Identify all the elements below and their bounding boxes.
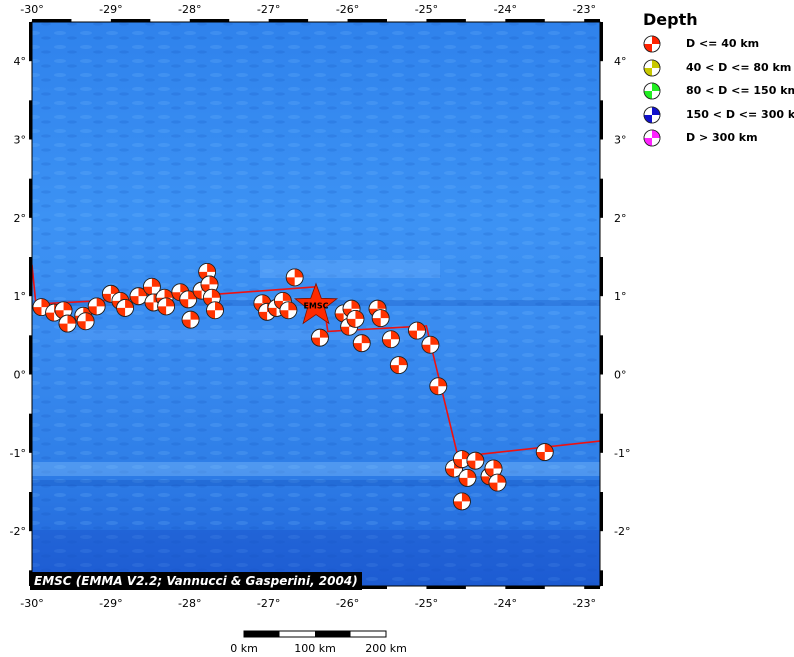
epicenter-label: EMSC [303,302,328,311]
lon-tick-label: -26° [336,3,359,16]
lat-tick-label: -1° [10,447,26,460]
earthquake-events-layer [32,262,554,511]
event-beachball[interactable] [179,290,198,309]
legend-item: D > 300 km [638,129,788,153]
lat-tick-label: -1° [614,447,630,460]
event-beachball[interactable] [488,473,507,492]
event-beachball[interactable] [76,312,95,331]
scale-label-0: 0 km [230,642,258,655]
lat-tick-label: 0° [14,369,27,382]
event-beachball[interactable] [116,299,134,317]
lat-tick-label: 1° [14,290,27,303]
event-beachball[interactable] [466,451,485,470]
event-beachball[interactable] [458,468,477,487]
credit-label: EMSC (EMMA V2.2; Vannucci & Gasperini, 2… [30,572,362,590]
legend-item: 150 < D <= 300 km [638,106,794,130]
lat-tick-label: 2° [14,212,27,225]
legend-beachball-icon [643,129,661,147]
lon-tick-label: -27° [257,597,280,610]
event-beachball[interactable] [206,301,224,320]
lon-tick-label: -27° [257,3,280,16]
scale-label-200: 200 km [365,642,407,655]
event-beachball[interactable] [408,321,426,340]
scale-bar-graphic [243,630,387,638]
lon-tick-label: -24° [494,3,517,16]
lat-tick-label: -2° [614,525,630,538]
event-beachball[interactable] [352,334,371,353]
event-beachball[interactable] [346,309,365,328]
event-beachball[interactable] [181,310,200,329]
legend-beachball-icon [643,35,661,53]
lon-tick-label: -29° [99,597,122,610]
event-beachball[interactable] [285,268,304,287]
event-beachball[interactable] [58,314,77,333]
lat-tick-label: 0° [614,369,627,382]
axis-ticks: -30° -30° -29° -29° -28° -28° -27° -27° -26° -26°… [10,3,631,610]
lat-tick-label: 1° [614,290,627,303]
scale-label-100: 100 km [294,642,336,655]
epicenter-star[interactable] [293,282,339,325]
legend-item: D <= 40 km [638,35,788,59]
legend-swatch[interactable] [643,59,661,76]
lon-tick-label: -29° [99,3,122,16]
event-beachball[interactable] [389,356,408,375]
legend-label: 150 < D <= 300 km [686,107,794,121]
lon-tick-label: -25° [415,3,438,16]
event-beachball[interactable] [87,297,106,316]
legend-item: 40 < D <= 80 km [638,59,792,83]
legend-label: 40 < D <= 80 km [686,60,792,74]
event-beachball[interactable] [54,301,73,320]
scale-bar: 0 km 100 km 200 km [226,630,407,655]
event-beachball[interactable] [453,492,471,511]
depth-legend: Depth D <= 40 km 40 < D <= 80 km 80 < D <=… [638,10,794,153]
legend-beachball-icon [643,106,661,123]
legend-label: 80 < D <= 150 km [686,84,794,97]
lon-tick-label: -28° [178,3,201,16]
lat-tick-label: 2° [614,212,627,225]
event-beachball[interactable] [382,330,400,349]
legend-swatch[interactable] [643,106,661,123]
lat-tick-label: 4° [614,55,627,68]
event-beachball[interactable] [129,287,148,306]
legend-beachball-icon [643,59,661,76]
lat-tick-label: 3° [614,134,627,147]
lon-tick-label: -23° [572,597,595,610]
legend-item: 80 < D <= 150 km [638,82,794,106]
event-beachball[interactable] [311,328,329,347]
event-beachball[interactable] [157,297,176,316]
legend-label: D <= 40 km [686,37,760,50]
legend-label: D > 300 km [686,131,758,144]
event-beachball[interactable] [429,377,448,396]
epicenter-layer: EMSC [293,282,339,325]
legend-beachball-icon [643,82,661,100]
legend-title: Depth [643,10,698,29]
event-beachball[interactable] [371,309,390,328]
legend-swatch[interactable] [643,35,661,53]
lat-tick-label: 4° [14,55,27,68]
legend-swatch[interactable] [643,129,661,147]
lon-tick-label: -30° [20,597,43,610]
lon-tick-label: -28° [178,597,201,610]
lon-tick-label: -26° [336,597,359,610]
lon-tick-label: -25° [415,597,438,610]
lat-tick-label: -2° [10,525,26,538]
lon-tick-label: -23° [572,3,595,16]
lon-tick-label: -30° [20,3,43,16]
legend-swatch[interactable] [643,82,661,100]
lat-tick-label: 3° [14,134,27,147]
event-beachball[interactable] [279,301,298,320]
event-beachball[interactable] [535,443,554,461]
lon-tick-label: -24° [494,597,517,610]
event-beachball[interactable] [421,335,440,354]
